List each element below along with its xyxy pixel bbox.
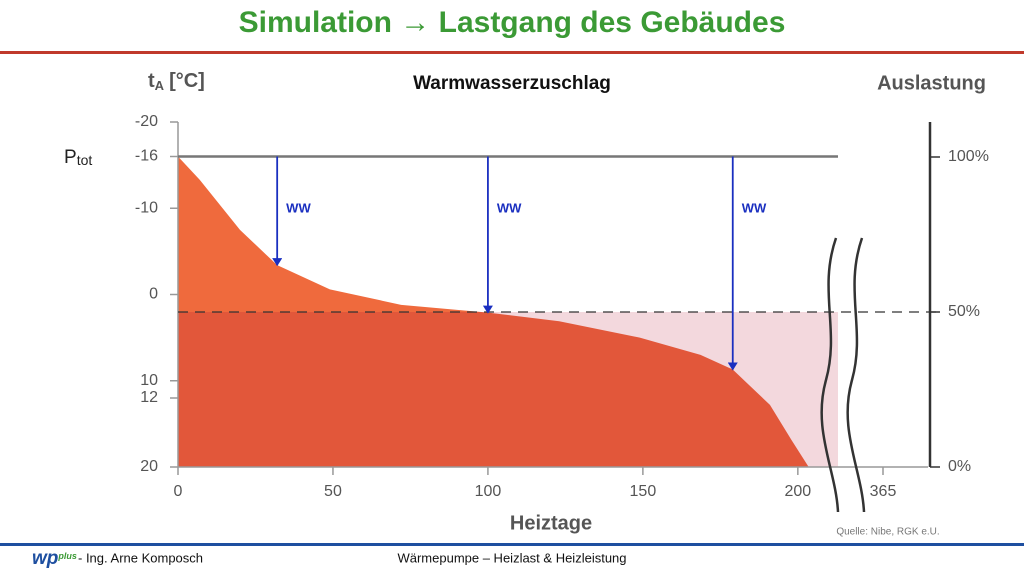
- chart-title: Warmwasserzuschlag: [413, 73, 611, 94]
- logo: wpplus: [32, 548, 77, 569]
- x-tick-label: 200: [784, 483, 811, 500]
- x-tick-label: 365: [870, 483, 897, 500]
- ptot-label-sub: tot: [77, 152, 93, 168]
- y2-tick-label: 50%: [948, 303, 980, 320]
- x-tick-label: 0: [174, 483, 183, 500]
- x-tick-label: 100: [475, 483, 502, 500]
- y2-tick-label: 0%: [948, 458, 971, 475]
- footer-rule: [0, 543, 1024, 546]
- logo-main: wp: [32, 548, 58, 569]
- ptot-label-main: P: [64, 147, 77, 168]
- y-axis-title-unit: [°C]: [169, 70, 205, 92]
- y-axis-title-main: t: [148, 70, 155, 92]
- y-axis-title: tA [°C]: [148, 70, 205, 93]
- y-tick-label: -16: [135, 148, 158, 165]
- y2-axis-title: Auslastung: [877, 72, 986, 94]
- axis-break: [820, 237, 840, 513]
- footer-topic: Wärmepumpe – Heizlast & Heizleistung: [397, 550, 626, 565]
- ww-label: WW: [742, 200, 767, 215]
- y-tick-label: -20: [135, 113, 158, 130]
- ww-label: WW: [497, 200, 522, 215]
- y-tick-label: 10: [140, 372, 158, 389]
- y-tick-label: 20: [140, 458, 158, 475]
- y-tick-label: -10: [135, 199, 158, 216]
- y2-tick-label: 100%: [948, 148, 989, 165]
- footer-author: - Ing. Arne Komposch: [78, 550, 203, 565]
- x-axis-title: Heiztage: [510, 512, 592, 534]
- y-axis-title-sub: A: [155, 78, 165, 93]
- title-rule: [0, 51, 1024, 54]
- logo-sub: plus: [57, 551, 77, 561]
- slide-title: Simulation → Lastgang des Gebäudes: [239, 6, 786, 39]
- ww-label: WW: [286, 200, 311, 215]
- axis-break: [846, 237, 866, 513]
- source-note: Quelle: Nibe, RGK e.U.: [836, 527, 939, 538]
- area: [178, 311, 809, 467]
- x-tick-label: 50: [324, 483, 342, 500]
- ptot-label: Ptot: [64, 147, 92, 168]
- area: [178, 156, 482, 312]
- y-tick-label: 0: [149, 286, 158, 303]
- y-tick-label: 12: [140, 389, 158, 406]
- x-tick-label: 150: [630, 483, 657, 500]
